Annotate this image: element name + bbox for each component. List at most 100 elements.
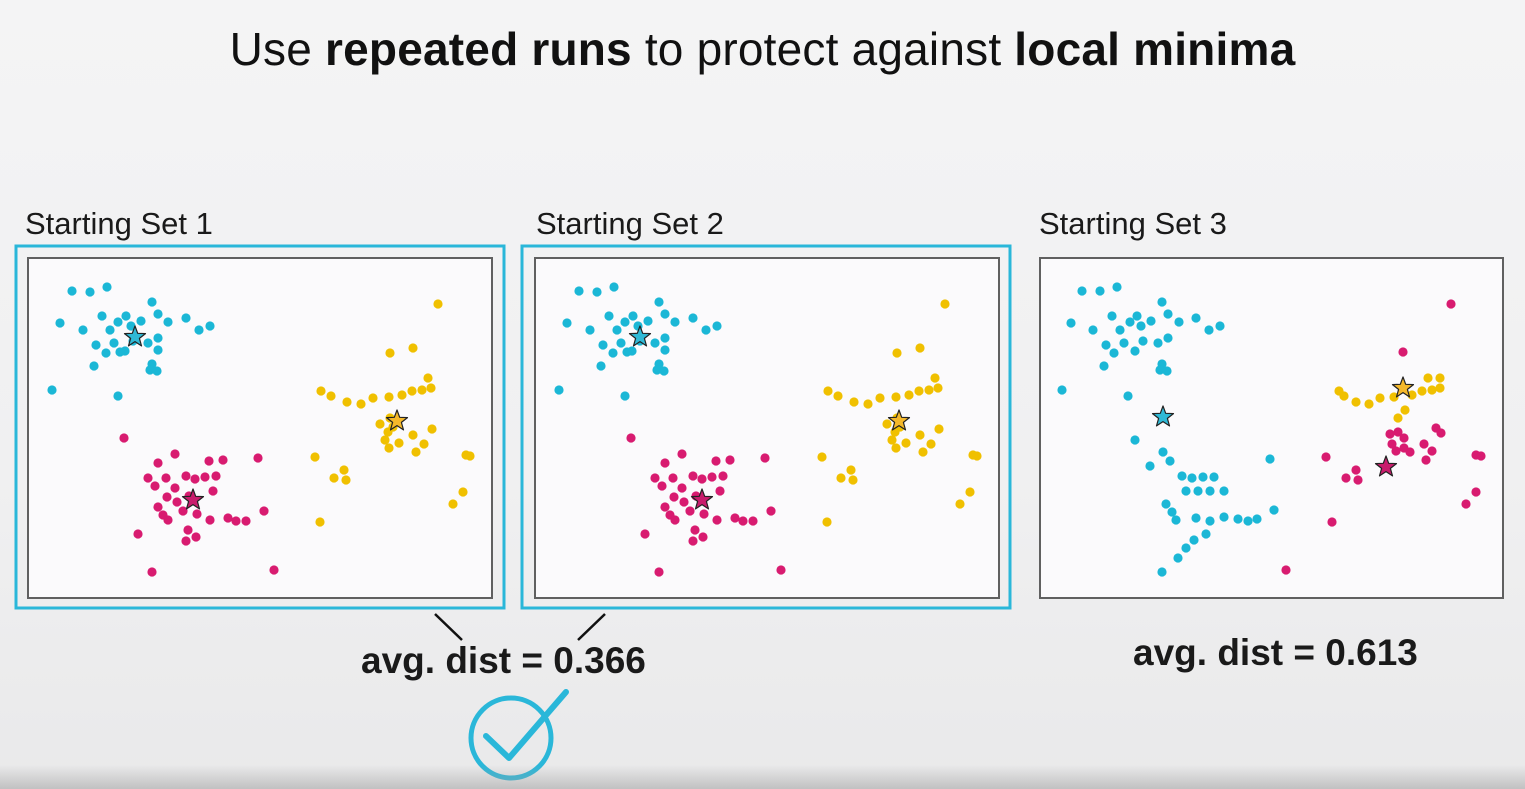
set3-magenta-point [1476,451,1486,461]
set2-magenta-point [699,509,709,519]
set3-cyan-point [1252,514,1262,524]
set2-cyan-point [688,313,698,323]
set1-magenta-point [163,515,173,525]
result-label-set-3: avg. dist = 0.613 [1133,632,1418,673]
set1-yellow-point [433,299,443,309]
set2-yellow-point [934,424,944,434]
set3-magenta-point [1327,517,1337,527]
set3-cyan-point [1109,348,1119,358]
set3-magenta-point [1351,465,1361,475]
set2-yellow-point [933,383,943,393]
set3-cyan-point [1088,325,1098,335]
set3-magenta-point [1446,299,1456,309]
set3-cyan-point [1161,499,1171,509]
set1-cyan-point [145,365,155,375]
panel-label-3: Starting Set 3 [1039,206,1227,241]
set2-cyan-point [616,338,626,348]
set3-cyan-point [1146,316,1156,326]
set3-cyan-point [1209,472,1219,482]
set1-yellow-point [385,348,395,358]
set1-magenta-point [181,536,191,546]
set1-yellow-point [419,439,429,449]
set2-magenta-point [677,483,687,493]
set2-cyan-point [574,286,584,296]
set3-cyan-point [1130,346,1140,356]
set3-magenta-point [1427,446,1437,456]
panel-highlight-1 [14,244,506,610]
set2-cyan-point [660,333,670,343]
set3-cyan-point [1269,505,1279,515]
set2-cyan-point [660,345,670,355]
set3-cyan-point [1158,447,1168,457]
set1-cyan-point [109,338,119,348]
set2-magenta-point [688,471,698,481]
set1-yellow-point [465,451,475,461]
set2-yellow-point [846,465,856,475]
set1-magenta-point [178,506,188,516]
set3-yellow-point [1351,397,1361,407]
centroid-star-icon [123,325,147,347]
page-title: Use repeated runs to protect against loc… [0,22,1525,76]
set2-yellow-point [863,399,873,409]
set2-cyan-point [592,287,602,297]
panel-highlight-2 [520,244,1012,610]
set3-cyan-point [1162,366,1172,376]
set3-cyan-point [1138,336,1148,346]
set3-cyan-point [1191,513,1201,523]
set1-magenta-point [208,486,218,496]
set1-magenta-point [190,474,200,484]
set3-cyan-point [1219,512,1229,522]
centroid-star-icon [628,325,652,347]
set1-magenta-point [223,513,233,523]
set1-yellow-point [458,487,468,497]
set2-magenta-point [730,513,740,523]
set2-cyan-point [643,316,653,326]
set3-cyan-point [1099,361,1109,371]
set3-cyan-point [1163,333,1173,343]
set2-yellow-point [915,430,925,440]
set1-cyan-point [97,311,107,321]
set2-magenta-point [660,502,670,512]
set2-cyan-point [554,385,564,395]
set1-yellow-point [397,390,407,400]
set2-cyan-point [620,317,630,327]
set2-yellow-point [875,393,885,403]
set3-cyan-point [1265,454,1275,464]
set3-magenta-point [1393,427,1403,437]
set2-yellow-point [849,397,859,407]
set3-cyan-point [1205,516,1215,526]
set1-magenta-point [143,473,153,483]
set1-magenta-point [269,565,279,575]
set3-cyan-point [1165,456,1175,466]
set3-cyan-point [1193,486,1203,496]
set3-yellow-point [1393,413,1403,423]
set1-yellow-point [417,385,427,395]
set1-magenta-point [162,492,172,502]
set2-yellow-point [972,451,982,461]
set3-cyan-point [1130,435,1140,445]
set3-cyan-point [1095,286,1105,296]
set1-magenta-point [153,502,163,512]
set1-magenta-point [183,525,193,535]
set3-yellow-point [1339,391,1349,401]
set2-magenta-point [669,492,679,502]
set1-magenta-point [204,456,214,466]
set1-cyan-point [126,321,136,331]
set3-magenta-point [1281,565,1291,575]
set2-cyan-point [612,325,622,335]
set1-cyan-point [163,317,173,327]
set1-yellow-point [408,343,418,353]
set2-magenta-point [738,516,748,526]
set3-cyan-point [1157,567,1167,577]
set3-yellow-point [1435,373,1445,383]
set1-cyan-point [55,318,65,328]
set3-cyan-point [1204,325,1214,335]
set2-yellow-point [930,373,940,383]
set1-magenta-point [192,509,202,519]
set1-magenta-point [153,458,163,468]
set3-yellow-point [1364,399,1374,409]
set3-magenta-point [1421,455,1431,465]
connector-line [577,613,606,641]
set1-yellow-point [339,465,349,475]
set2-magenta-point [660,458,670,468]
